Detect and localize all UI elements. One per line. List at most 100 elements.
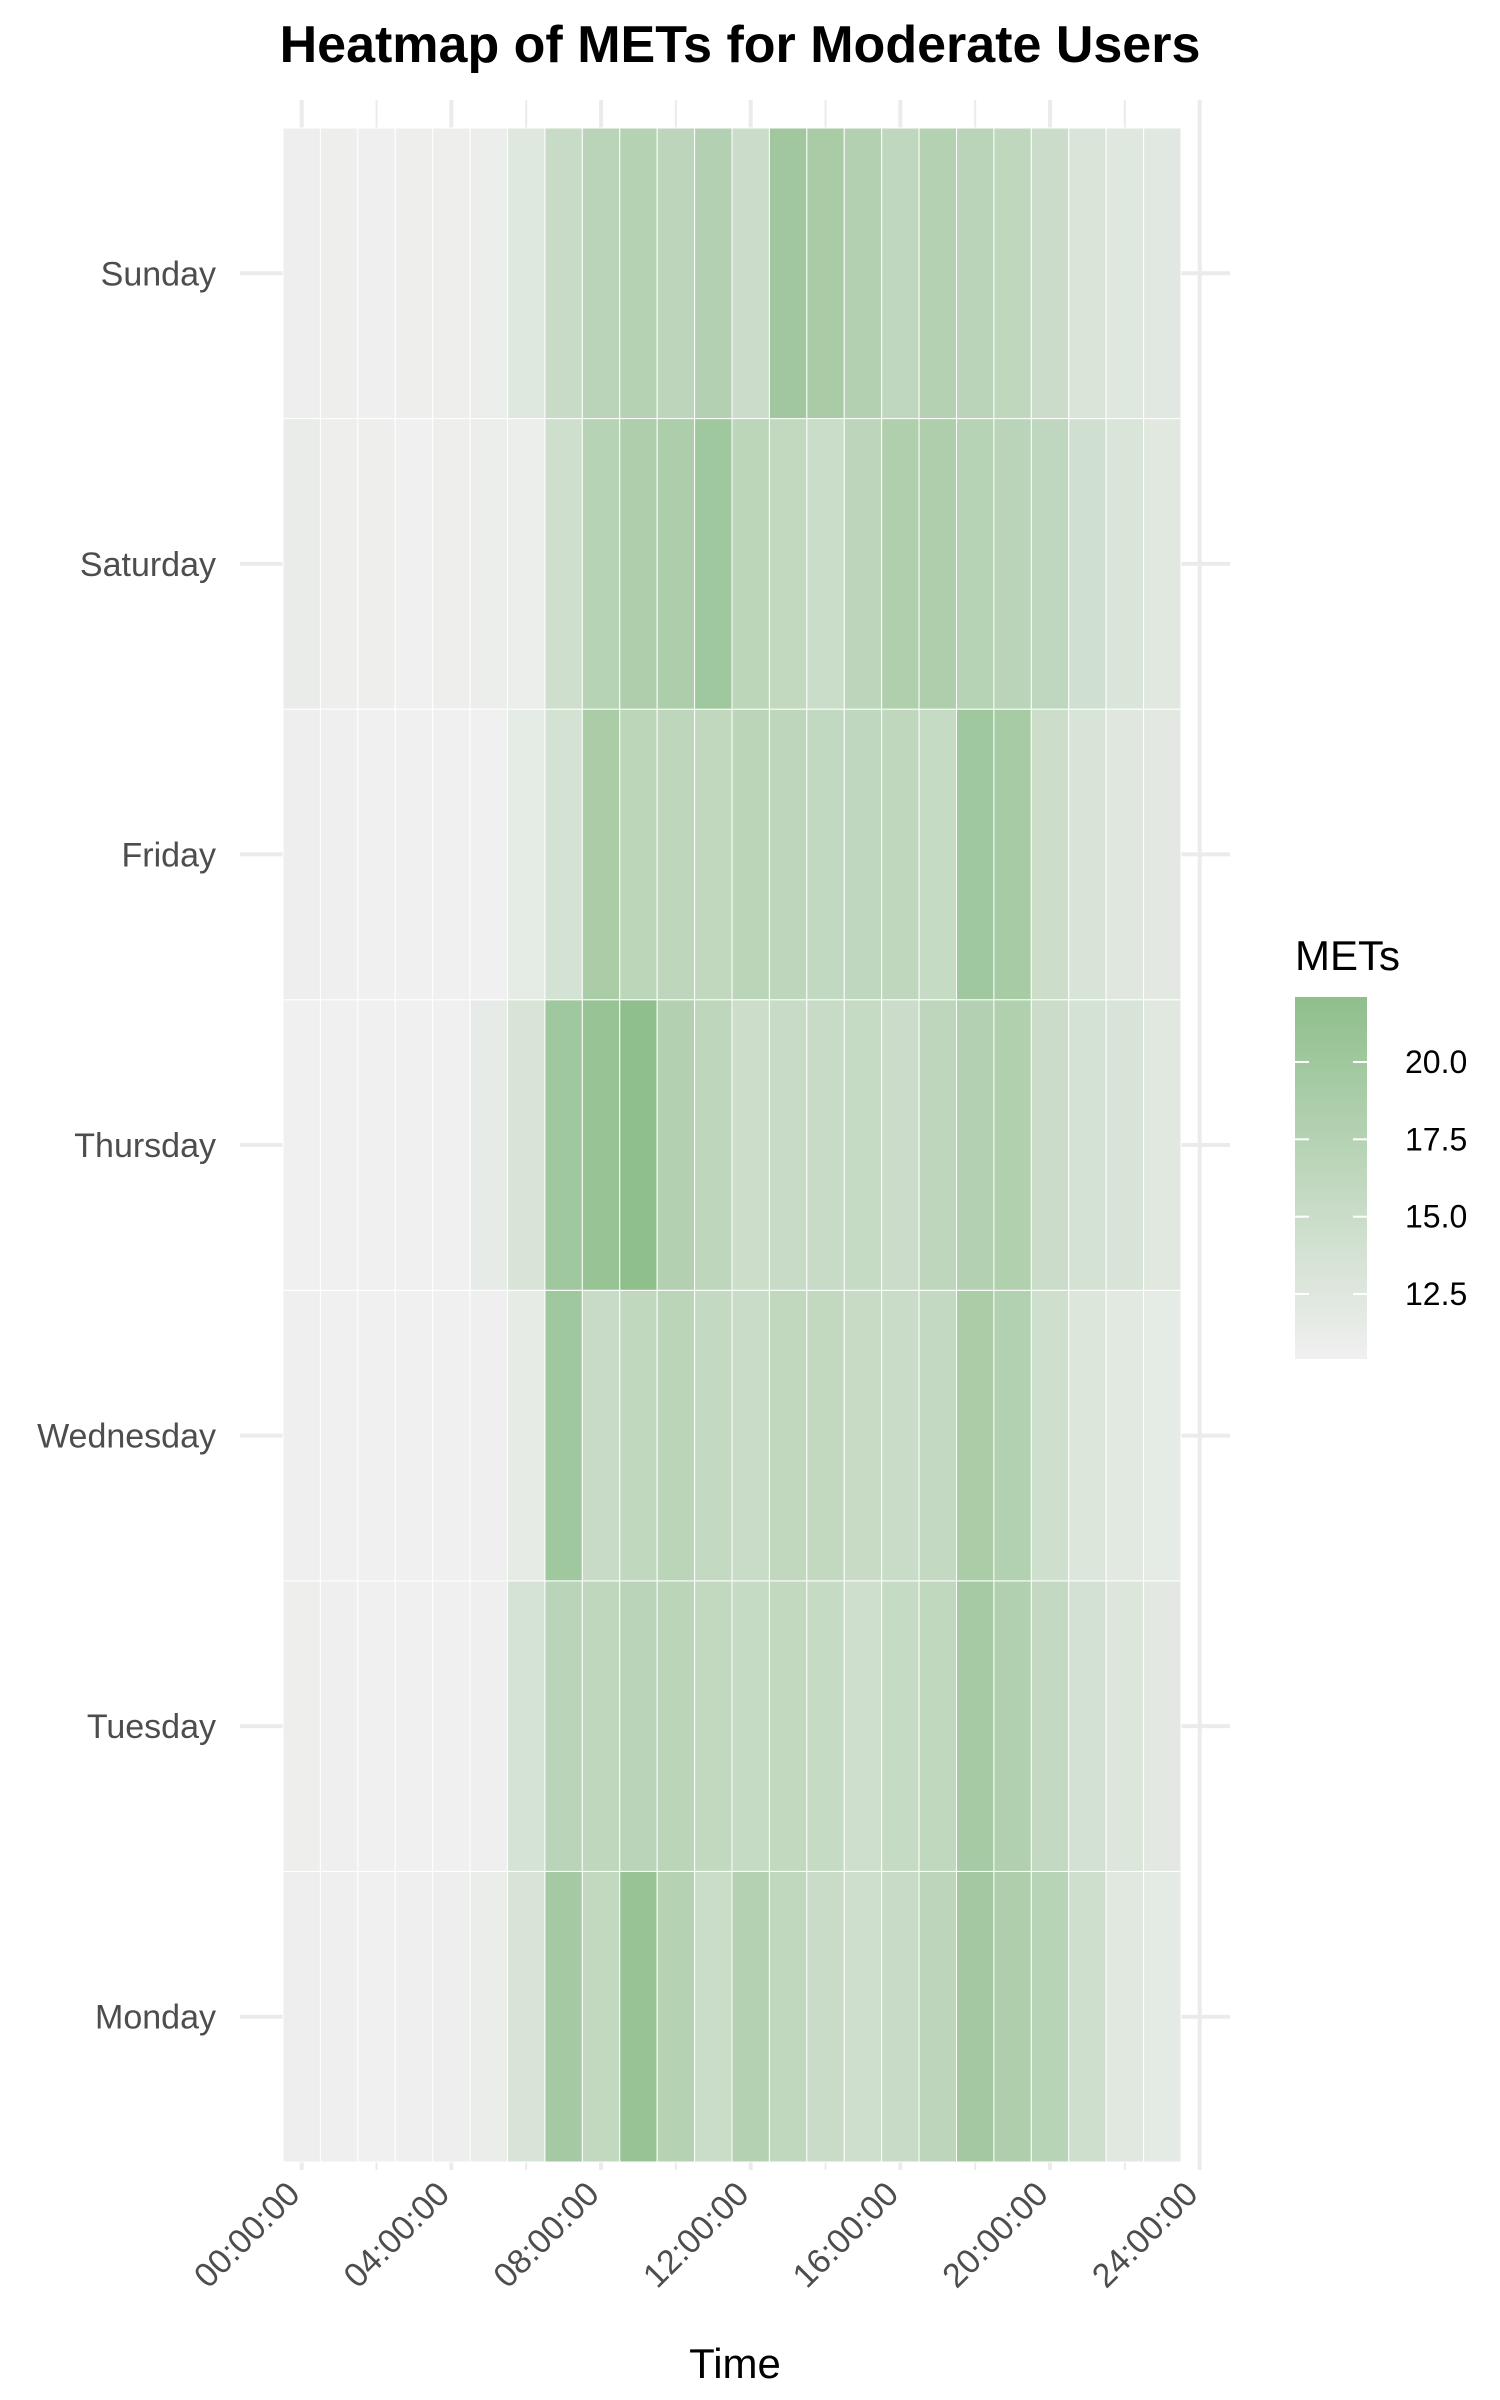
heatmap-cell: [806, 1870, 845, 2163]
heatmap-cell: [768, 1580, 808, 1872]
heatmap-cell: [731, 708, 770, 1001]
heatmap-cell: [918, 127, 957, 420]
heatmap-cell: [357, 127, 396, 420]
heatmap-cell: [619, 708, 658, 1001]
heatmap-cell: [806, 127, 845, 420]
heatmap-cell: [1143, 999, 1182, 1291]
heatmap-cell: [1030, 127, 1070, 420]
heatmap-cell: [731, 1580, 770, 1872]
y-tick-label: Wednesday: [37, 1418, 216, 1456]
x-tick-label: 08:00:00: [486, 2175, 606, 2295]
heatmap-cell: [319, 1289, 359, 1582]
heatmap-cell: [619, 1580, 658, 1872]
heatmap-cell: [694, 127, 733, 420]
heatmap-cells: [282, 127, 1182, 2163]
heatmap-cell: [918, 999, 957, 1291]
heatmap-cell: [619, 418, 658, 710]
heatmap-cell: [619, 1870, 658, 2163]
heatmap-cell: [731, 1289, 770, 1582]
x-tick-label: 24:00:00: [1085, 2175, 1205, 2295]
heatmap-cell: [581, 1289, 621, 1582]
heatmap-cell: [1105, 127, 1145, 420]
heatmap-cell: [881, 1289, 920, 1582]
heatmap-cell: [432, 127, 471, 420]
heatmap-cell: [993, 999, 1032, 1291]
legend-tick-label: 20.0: [1405, 1044, 1467, 1080]
heatmap-cell: [469, 418, 509, 710]
y-tick-label: Thursday: [74, 1127, 216, 1165]
x-tick-label: 12:00:00: [636, 2175, 756, 2295]
heatmap-cell: [282, 1580, 321, 1872]
heatmap-cell: [544, 999, 583, 1291]
heatmap-cell: [282, 708, 321, 1001]
heatmap-cell: [1030, 999, 1070, 1291]
heatmap-cell: [394, 1580, 434, 1872]
heatmap-cell: [1068, 418, 1107, 710]
heatmap-cell: [282, 1289, 321, 1582]
heatmap-cell: [1030, 1580, 1070, 1872]
heatmap-cell: [1105, 999, 1145, 1291]
legend-ticks: 12.5 15.0 17.5 20.0: [1295, 1044, 1467, 1312]
heatmap-cell: [881, 1870, 920, 2163]
heatmap-cell: [993, 1870, 1032, 2163]
heatmap-cell: [357, 999, 396, 1291]
heatmap-cell: [918, 1870, 957, 2163]
heatmap-cell: [469, 127, 509, 420]
heatmap-cell: [581, 999, 621, 1291]
heatmap-cell: [282, 418, 321, 710]
heatmap-cell: [694, 1580, 733, 1872]
legend-color-bar: [1295, 997, 1367, 1359]
heatmap-cell: [694, 708, 733, 1001]
heatmap-cell: [731, 127, 770, 420]
heatmap-cell: [469, 1289, 509, 1582]
heatmap-cell: [282, 127, 321, 420]
heatmap-cell: [993, 418, 1032, 710]
heatmap-cell: [507, 999, 546, 1291]
heatmap-cell: [469, 999, 509, 1291]
heatmap-cell: [881, 418, 920, 710]
y-tick-label: Tuesday: [87, 1708, 216, 1746]
heatmap-cell: [1068, 1580, 1107, 1872]
heatmap-cell: [619, 999, 658, 1291]
heatmap-cell: [469, 708, 509, 1001]
heatmap-cell: [1143, 1870, 1182, 2163]
y-tick-label: Saturday: [80, 546, 216, 584]
heatmap-cell: [469, 1580, 509, 1872]
heatmap-cell: [918, 1580, 957, 1872]
heatmap-cell: [619, 127, 658, 420]
legend-tick-label: 17.5: [1405, 1121, 1467, 1157]
heatmap-cell: [319, 1870, 359, 2163]
heatmap-cell: [1068, 1870, 1107, 2163]
heatmap-cell: [357, 418, 396, 710]
heatmap-cell: [394, 1870, 434, 2163]
heatmap-cell: [357, 1870, 396, 2163]
x-tick-label: 16:00:00: [786, 2175, 906, 2295]
heatmap-cell: [394, 418, 434, 710]
heatmap-cell: [956, 708, 995, 1001]
heatmap-cell: [619, 1289, 658, 1582]
heatmap-cell: [656, 1870, 696, 2163]
heatmap-cell: [432, 418, 471, 710]
y-tick-label: Friday: [122, 836, 216, 874]
heatmap-cell: [319, 127, 359, 420]
heatmap-cell: [394, 999, 434, 1291]
heatmap-cell: [881, 1580, 920, 1872]
heatmap-cell: [394, 127, 434, 420]
heatmap-cell: [731, 999, 770, 1291]
heatmap-cell: [806, 999, 845, 1291]
heatmap-cell: [806, 1289, 845, 1582]
heatmap-cell: [1105, 1870, 1145, 2163]
legend-tick-label: 12.5: [1405, 1276, 1467, 1312]
heatmap-cell: [581, 127, 621, 420]
heatmap-cell: [806, 418, 845, 710]
heatmap-cell: [507, 708, 546, 1001]
heatmap-cell: [357, 1580, 396, 1872]
heatmap-cell: [581, 1870, 621, 2163]
heatmap-cell: [581, 1580, 621, 1872]
heatmap-cell: [694, 1289, 733, 1582]
heatmap-cell: [432, 999, 471, 1291]
x-axis-title: Time: [689, 2340, 781, 2387]
heatmap-cell: [282, 1870, 321, 2163]
heatmap-cell: [1068, 127, 1107, 420]
heatmap-cell: [1143, 1580, 1182, 1872]
